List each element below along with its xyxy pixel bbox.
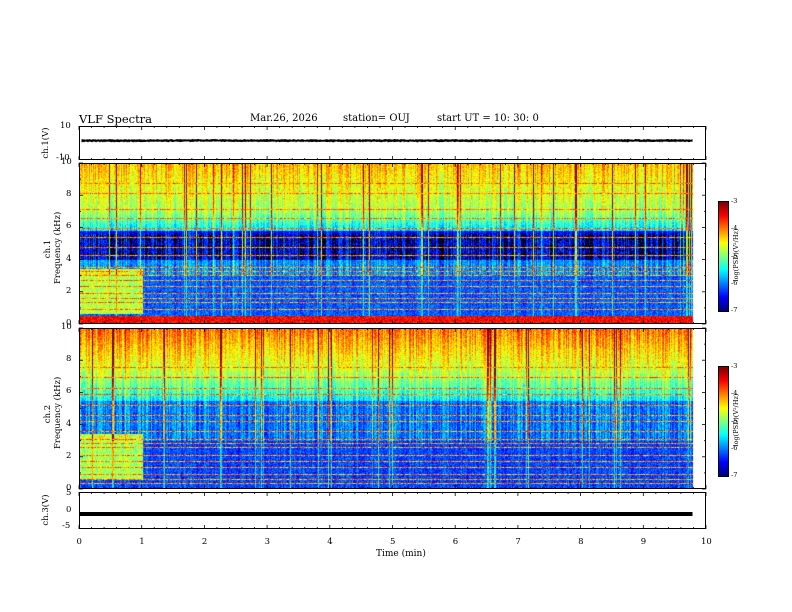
waveform-ch1-line bbox=[81, 138, 693, 143]
waveform-ch3-panel bbox=[79, 492, 706, 529]
time-tick-label: 9 bbox=[640, 537, 647, 547]
time-tick-label: 0 bbox=[76, 537, 82, 547]
time-tick-label: 6 bbox=[452, 537, 459, 547]
frequency-tick-label: 8 bbox=[66, 354, 72, 365]
ch1-ytick-top: 10 bbox=[60, 121, 71, 131]
frequency-tick-label: 10 bbox=[61, 157, 72, 167]
frequency-tick-label: 2 bbox=[66, 285, 72, 296]
ch3-ytick-bottom: -5 bbox=[62, 521, 71, 531]
figure-start-time: start UT = 10: 30: 0 bbox=[437, 113, 539, 124]
colorbar-tick-label: -5 bbox=[731, 251, 738, 260]
waveform-ch1-panel bbox=[79, 126, 706, 160]
spectrogram-ch2-panel bbox=[79, 328, 706, 489]
figure-title: VLF Spectra bbox=[79, 112, 153, 126]
time-axis-label: Time (min) bbox=[376, 549, 426, 559]
time-tick-label: 10 bbox=[701, 537, 712, 547]
colorbar-ch1-label: log(PSD)(V²/Hz) bbox=[732, 228, 740, 282]
time-tick-label: 3 bbox=[264, 537, 271, 547]
time-tick-label: 8 bbox=[578, 537, 584, 547]
waveform-ch1-trace bbox=[81, 138, 693, 143]
colorbar-tick-label: -6 bbox=[731, 443, 738, 452]
frequency-tick-label: 4 bbox=[66, 418, 72, 429]
spectrogram-ch2-ylabel: ch.2 Frequency (kHz) bbox=[43, 376, 63, 449]
colorbar-ch2 bbox=[718, 366, 729, 477]
time-tick-label: 1 bbox=[139, 537, 145, 547]
colorbar-tick-label: -3 bbox=[731, 197, 738, 205]
time-tick-label: 5 bbox=[390, 537, 396, 547]
frequency-tick-label: 6 bbox=[66, 221, 72, 232]
ch3-ylabel: ch.3(V) bbox=[41, 494, 51, 526]
frequency-tick-label: 2 bbox=[66, 450, 72, 461]
frequency-tick-label: 0 bbox=[66, 318, 72, 328]
ch3-ytick-mid: 0 bbox=[66, 505, 72, 515]
colorbar-tick-label: -7 bbox=[731, 471, 738, 479]
colorbar-tick-label: -4 bbox=[731, 389, 738, 398]
frequency-tick-label: 0 bbox=[66, 483, 72, 493]
spectrogram-ch1-ylabel: ch.1 Frequency (kHz) bbox=[43, 211, 63, 284]
spectrogram-ch1-panel bbox=[79, 163, 706, 324]
frequency-tick-label: 4 bbox=[66, 253, 72, 264]
ch3-ytick-top: 5 bbox=[66, 488, 72, 498]
colorbar-tick-label: -3 bbox=[731, 362, 738, 370]
spectrogram-ch2-image bbox=[80, 329, 705, 488]
colorbar-ch1 bbox=[718, 201, 729, 312]
figure-date: Mar.26, 2026 bbox=[250, 113, 318, 124]
colorbar-tick-label: -7 bbox=[731, 306, 738, 314]
spectrogram-ch1-image bbox=[80, 164, 705, 323]
ch1-ytick-bottom: -10 bbox=[56, 153, 70, 163]
colorbar-tick-label: -6 bbox=[731, 278, 738, 287]
figure-station: station= OUJ bbox=[343, 113, 410, 124]
frequency-tick-label: 6 bbox=[66, 386, 72, 397]
colorbar-tick-label: -5 bbox=[731, 416, 738, 425]
waveform-ch3-trace bbox=[80, 512, 693, 516]
colorbar-tick-label: -4 bbox=[731, 224, 738, 233]
time-tick-label: 4 bbox=[327, 537, 333, 547]
frequency-tick-label: 10 bbox=[61, 322, 72, 332]
ch1-ylabel: ch.1(V) bbox=[41, 127, 51, 159]
time-tick-label: 7 bbox=[515, 537, 521, 547]
time-tick-label: 2 bbox=[201, 537, 208, 547]
frequency-tick-label: 8 bbox=[66, 189, 72, 200]
colorbar-ch2-label: log(PSD)(V²/Hz) bbox=[732, 393, 740, 447]
